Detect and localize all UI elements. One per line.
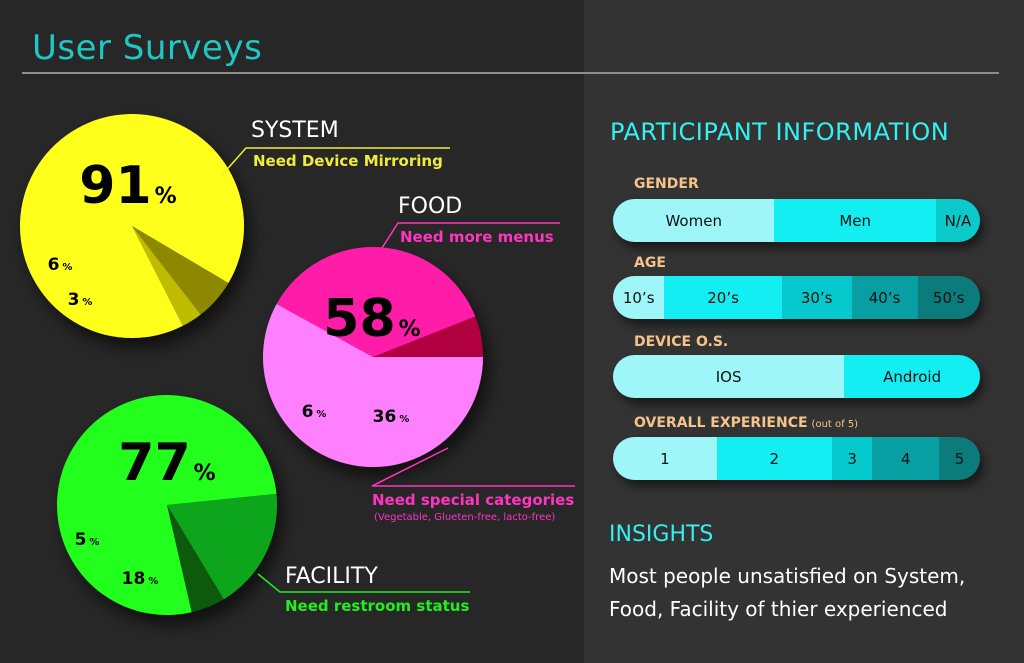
- pie-slice: [373, 316, 483, 357]
- bar-segment: N/A: [935, 199, 980, 242]
- pie-slice: [132, 226, 229, 315]
- pie-slice: [262, 304, 483, 468]
- pie-slice-label: 91%: [79, 156, 176, 216]
- leader-lines: [221, 147, 575, 593]
- bar-gender: Women Men N/A: [613, 199, 980, 242]
- pie-system: [20, 114, 244, 338]
- pie-slice-label: 6%: [48, 255, 73, 275]
- bar-label-age: AGE: [634, 255, 666, 271]
- bar-label-gender: GENDER: [634, 176, 699, 192]
- pie-slice-label: 3%: [68, 290, 93, 310]
- pie-heading-system: SYSTEM: [251, 118, 339, 143]
- bar-device-os: IOS Android: [613, 355, 980, 398]
- bar-age: 10’s 20’s 30’s 40’s 50’s: [613, 276, 980, 319]
- pie-slice-label: 5%: [75, 530, 100, 550]
- pie-slice: [167, 505, 224, 613]
- bar-segment: Android: [844, 355, 980, 398]
- pie-slice: [132, 226, 201, 326]
- insights-title: INSIGHTS: [609, 522, 714, 547]
- leader-line: [371, 447, 575, 487]
- leader-line: [257, 573, 470, 593]
- pie-subtitle-system: Need Device Mirroring: [253, 152, 443, 170]
- bar-segment: 5: [939, 437, 980, 480]
- pie-charts: 91 % 6 % 3% 58 % 36 % 6 % 77 % 18 % 5%: [20, 114, 575, 615]
- bar-segment: 3: [831, 437, 873, 480]
- pie-slice-label: 77%: [118, 433, 215, 493]
- bar-segment: 30’s: [781, 276, 852, 319]
- participant-title: PARTICIPANT INFORMATION: [610, 118, 950, 146]
- right-panel: [584, 0, 1024, 663]
- bar-segment: Women: [613, 199, 775, 242]
- pie-slice: [276, 247, 476, 357]
- bar-segment: 2: [716, 437, 832, 480]
- bar-segment: 50’s: [917, 276, 980, 319]
- page-title: User Surveys: [32, 28, 263, 68]
- pie-heading-facility: FACILITY: [285, 564, 378, 589]
- bar-note-out-of-5: (out of 5): [811, 419, 859, 430]
- leader-line: [221, 147, 450, 176]
- pie-slice-label: 6%: [302, 402, 327, 422]
- pie-slice: [20, 114, 244, 338]
- pie-slice-label: 18%: [122, 569, 159, 589]
- pie-subtitle-facility: Need restroom status: [285, 597, 470, 615]
- bar-segment: 20’s: [664, 276, 782, 319]
- pie-subtitle-food: Need more menus: [400, 228, 554, 246]
- bar-segment: 1: [613, 437, 717, 480]
- bar-segment: 10’s: [613, 276, 665, 319]
- bar-segment: 40’s: [851, 276, 918, 319]
- pie-slice-label: 58%: [323, 289, 420, 349]
- pie-detail-food: (Vegetable, Glueten-free, lacto-free): [374, 512, 556, 523]
- pie-facility: [56, 395, 277, 615]
- pie-slice: [167, 493, 277, 600]
- leader-line: [381, 222, 560, 249]
- insights-text: Most people unsatisfied on System, Food,…: [609, 564, 966, 621]
- pie-slice-label: 36%: [373, 407, 410, 427]
- pie-second-subtitle-food: Need special categories: [372, 491, 575, 509]
- title-divider: [22, 72, 999, 74]
- bar-segment: Men: [774, 199, 936, 242]
- bar-segment: 4: [872, 437, 940, 480]
- pie-heading-food: FOOD: [398, 194, 463, 219]
- bar-label-overall-experience: OVERALL EXPERIENCE (out of 5): [634, 415, 859, 431]
- bar-segment: IOS: [613, 355, 845, 398]
- pie-slice: [56, 395, 277, 615]
- pie-food: [262, 247, 483, 468]
- bar-label-device-os: DEVICE O.S.: [634, 334, 729, 350]
